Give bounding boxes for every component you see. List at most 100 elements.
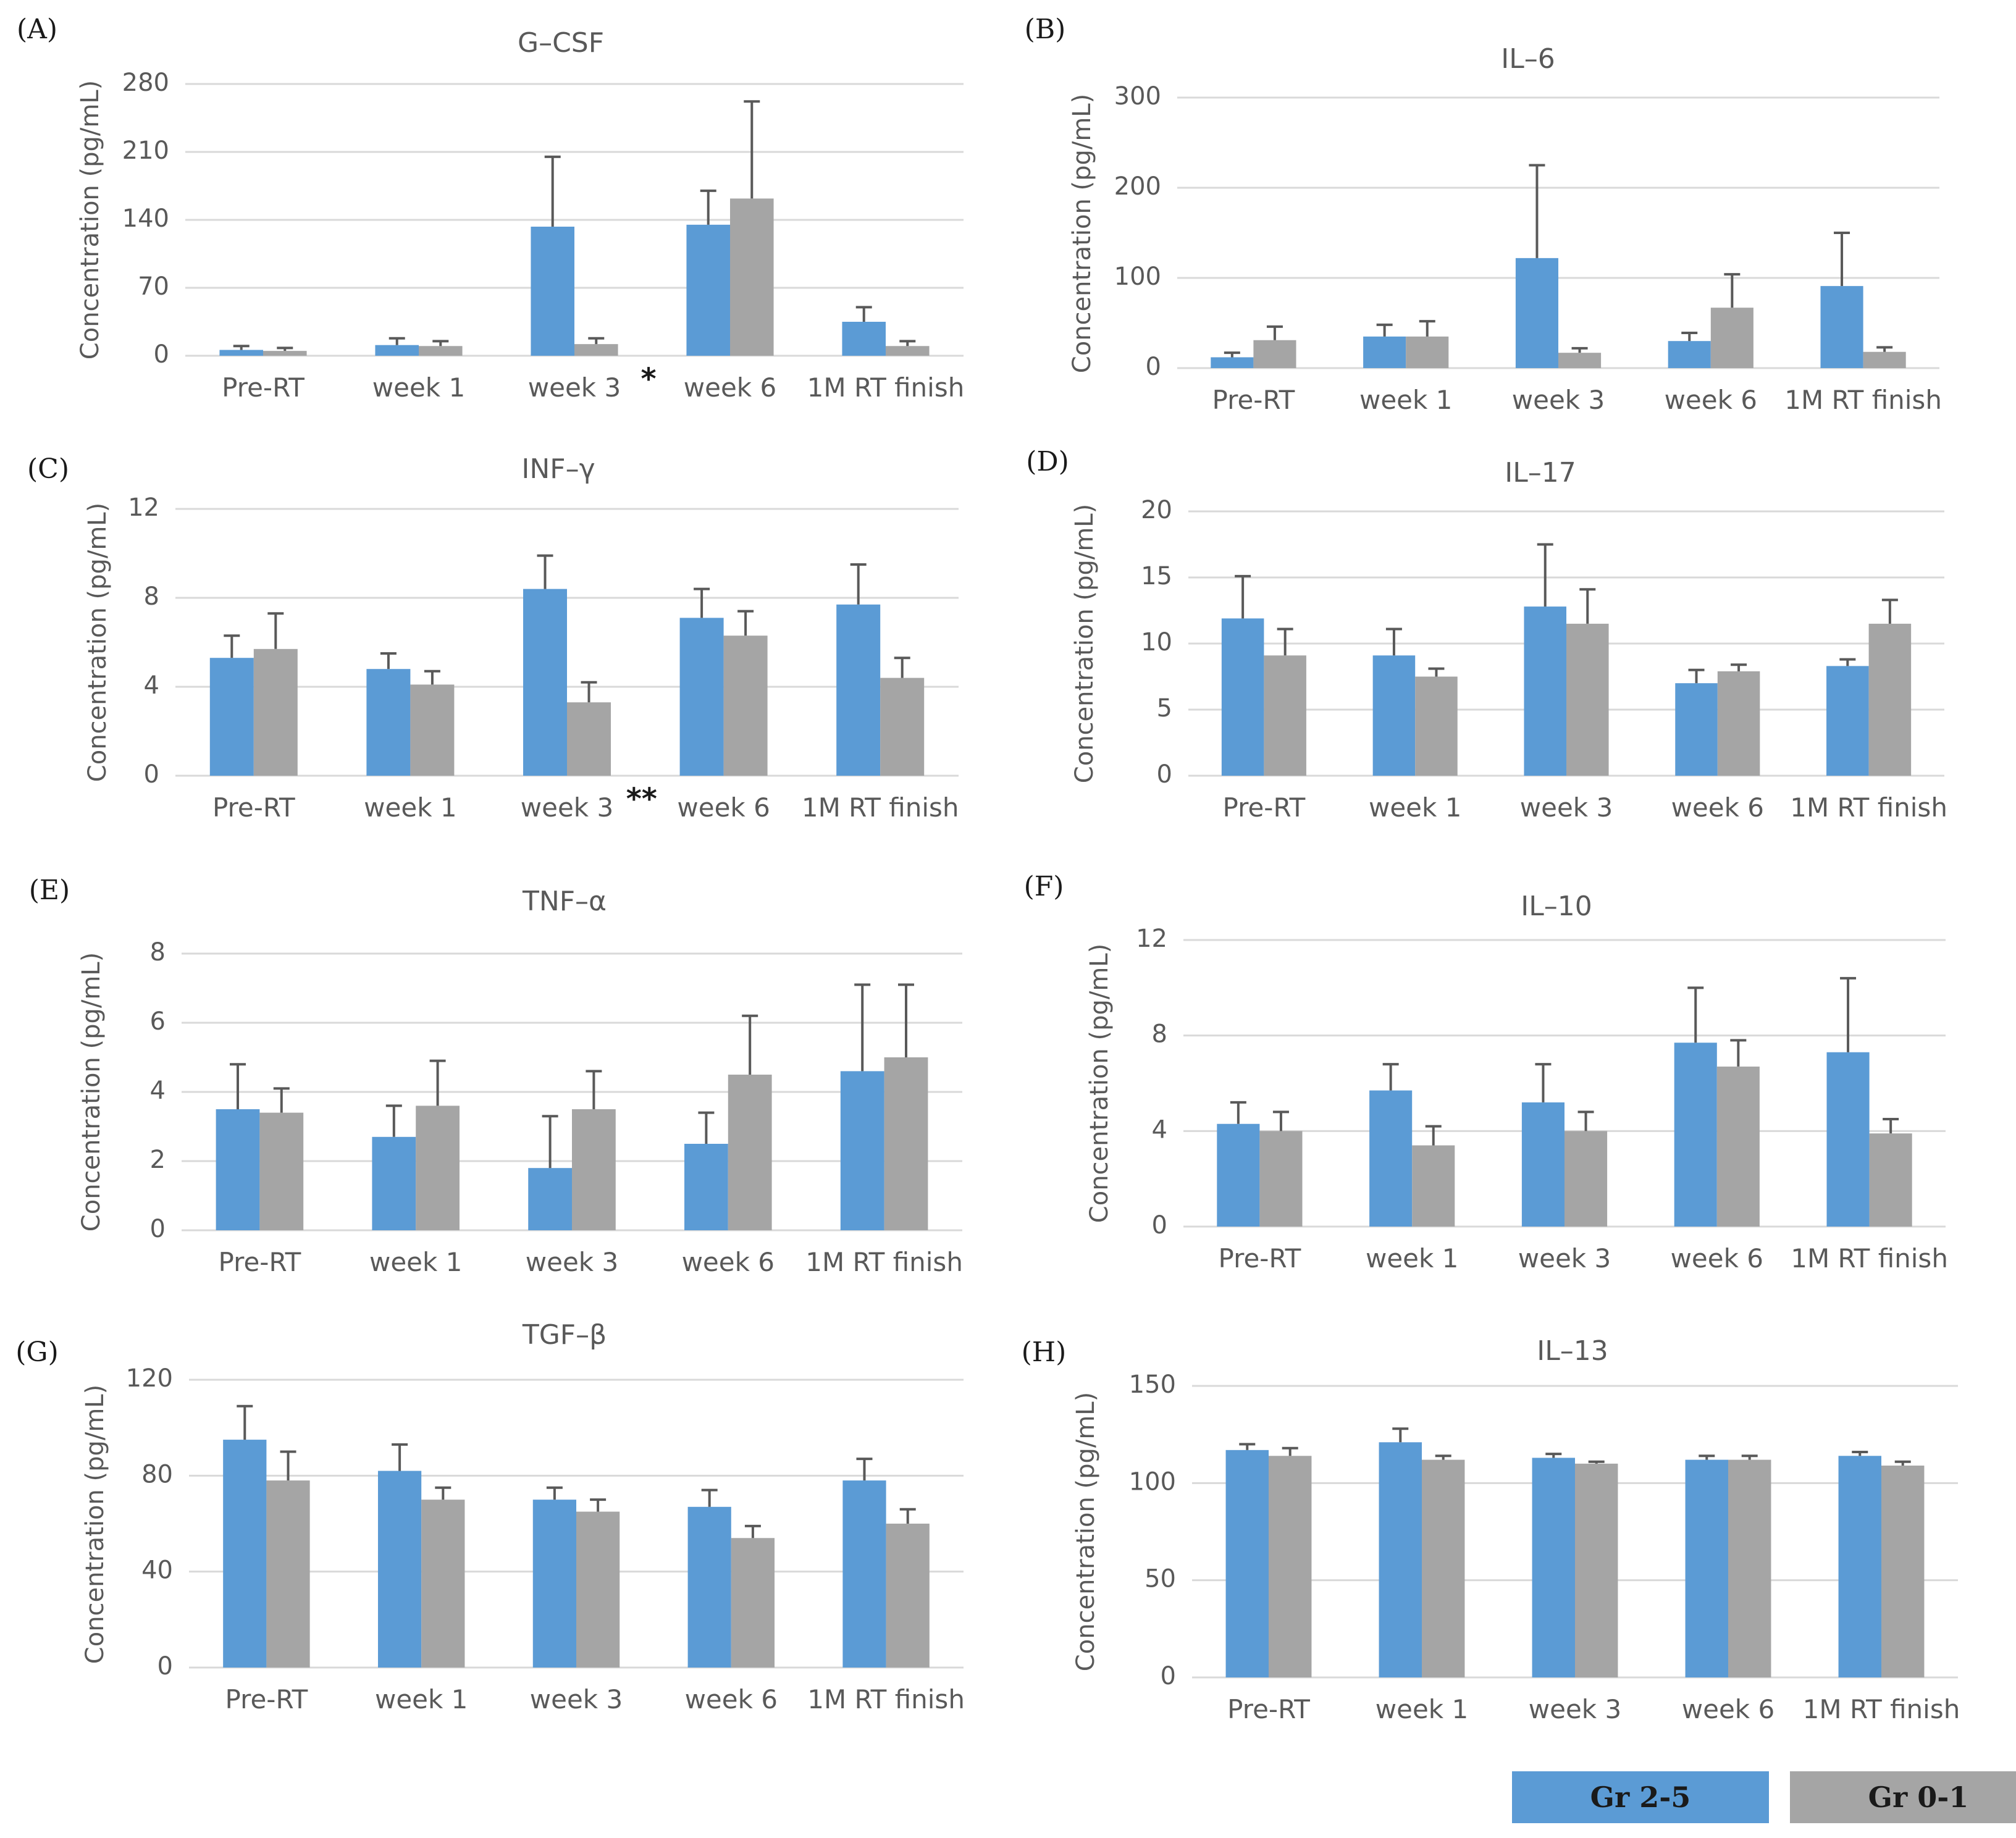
bar-gr-2-5 <box>1379 1442 1422 1677</box>
chart-title: TNF–α <box>522 886 607 917</box>
y-tick-label: 40 <box>141 1556 173 1585</box>
chart-panel-4: (E) TNF–α Concentration (pg/mL) 0 2 4 6 8 Pre-RT… <box>29 875 963 1277</box>
bar-gr-0-1 <box>723 636 768 776</box>
bar-gr-2-5 <box>531 227 574 356</box>
bar-gr-0-1 <box>730 198 774 356</box>
x-tick-label: week 1 <box>1376 1694 1468 1724</box>
bar-gr-0-1 <box>253 648 298 776</box>
chart-panel-6: (G) TGF–β Concentration (pg/mL) 0 40 80 120 Pre… <box>15 1319 965 1714</box>
bar-gr-0-1 <box>1264 655 1306 776</box>
y-tick-label: 0 <box>150 1215 166 1243</box>
panel-label: (C) <box>27 453 69 485</box>
y-tick-label: 120 <box>126 1364 173 1393</box>
x-tick-label: week 6 <box>1671 792 1764 823</box>
x-tick-label: week 1 <box>364 792 456 823</box>
bar-gr-0-1 <box>1868 623 1912 776</box>
bar-gr-2-5 <box>679 618 724 776</box>
x-tick-label: Pre-RT <box>1212 385 1295 415</box>
bar-gr-2-5 <box>1838 1456 1881 1677</box>
y-axis-label: Concentration (pg/mL) <box>1085 944 1114 1223</box>
y-tick-label: 0 <box>154 340 169 369</box>
bar-gr-0-1 <box>886 1524 930 1668</box>
bar-gr-0-1 <box>1422 1459 1465 1677</box>
x-tick-label: week 3 <box>530 1684 623 1714</box>
y-axis-label: Concentration (pg/mL) <box>77 952 106 1232</box>
panel-label: (A) <box>17 14 57 45</box>
panel-label: (G) <box>15 1337 58 1368</box>
x-tick-label: 1M RT finish <box>807 372 965 403</box>
x-tick-label: Pre-RT <box>212 792 295 823</box>
bar-gr-0-1 <box>1575 1463 1618 1677</box>
chart-title: IL–6 <box>1501 43 1555 75</box>
y-tick-label: 0 <box>1157 760 1172 789</box>
x-tick-label: week 1 <box>1366 1243 1458 1274</box>
bar-gr-2-5 <box>684 1144 728 1230</box>
chart-panel-7: (H) IL–13 Concentration (pg/mL) 0 50 100 150 Pr… <box>1022 1335 1960 1724</box>
bar-gr-0-1 <box>259 1112 304 1230</box>
bar-gr-2-5 <box>1369 1090 1413 1227</box>
x-tick-label: week 1 <box>375 1684 468 1714</box>
x-tick-label: week 3 <box>526 1247 618 1277</box>
bar-gr-0-1 <box>576 1511 620 1668</box>
bar-gr-2-5 <box>1211 357 1254 368</box>
bar-gr-0-1 <box>416 1106 460 1230</box>
y-tick-label: 4 <box>1152 1115 1167 1144</box>
bar-gr-2-5 <box>1532 1458 1575 1677</box>
bar-gr-0-1 <box>1269 1456 1312 1677</box>
x-tick-label: week 6 <box>682 1247 775 1277</box>
bar-gr-2-5 <box>1668 341 1711 368</box>
bar-gr-2-5 <box>1372 655 1416 776</box>
bar-gr-2-5 <box>842 1480 886 1668</box>
y-axis-label: Concentration (pg/mL) <box>83 503 112 782</box>
bar-gr-0-1 <box>572 1109 616 1230</box>
bar-gr-0-1 <box>421 1500 465 1668</box>
y-tick-label: 210 <box>122 136 169 165</box>
bar-gr-2-5 <box>687 1506 731 1668</box>
bar-gr-2-5 <box>1826 1052 1870 1227</box>
y-tick-label: 8 <box>1152 1020 1167 1049</box>
bar-gr-0-1 <box>1558 353 1602 368</box>
bar-gr-0-1 <box>1863 351 1906 368</box>
legend-item-gr-2-5: Gr 2-5 <box>1512 1771 1769 1823</box>
bar-gr-0-1 <box>263 351 307 356</box>
y-tick-label: 0 <box>158 1652 173 1681</box>
bar-gr-2-5 <box>375 345 419 356</box>
bar-gr-0-1 <box>410 684 455 776</box>
bar-gr-2-5 <box>372 1136 416 1230</box>
x-tick-label: week 6 <box>1665 385 1757 415</box>
x-tick-label: week 3 <box>1520 792 1613 823</box>
chart-title: G–CSF <box>518 27 604 59</box>
bar-gr-0-1 <box>1259 1131 1303 1227</box>
bar-gr-2-5 <box>216 1109 260 1230</box>
bar-gr-2-5 <box>686 224 730 356</box>
bar-gr-2-5 <box>366 669 411 776</box>
bar-gr-0-1 <box>1415 676 1458 776</box>
bar-gr-2-5 <box>1363 336 1406 368</box>
significance-marker: * <box>640 362 656 397</box>
x-tick-label: week 3 <box>1518 1243 1611 1274</box>
x-tick-label: 1M RT finish <box>1784 385 1942 415</box>
bar-gr-0-1 <box>880 678 925 776</box>
bar-gr-2-5 <box>836 604 881 776</box>
bar-gr-2-5 <box>1221 618 1264 776</box>
y-tick-label: 100 <box>1129 1467 1176 1496</box>
x-tick-label: 1M RT finish <box>1803 1694 1960 1724</box>
y-tick-label: 0 <box>144 760 159 789</box>
legend-item-gr-0-1: Gr 0-1 <box>1790 1771 2016 1823</box>
y-tick-label: 50 <box>1144 1565 1176 1593</box>
bar-gr-2-5 <box>1217 1123 1260 1227</box>
bar-gr-2-5 <box>1524 606 1566 776</box>
bar-gr-2-5 <box>1521 1102 1564 1227</box>
bar-gr-0-1 <box>1717 671 1760 776</box>
significance-marker: ** <box>626 782 657 816</box>
bar-gr-0-1 <box>1412 1145 1455 1227</box>
bar-gr-2-5 <box>528 1168 572 1230</box>
panel-label: (B) <box>1025 14 1066 45</box>
bar-gr-0-1 <box>1564 1131 1608 1227</box>
bar-gr-2-5 <box>842 322 886 356</box>
x-tick-label: week 6 <box>685 1684 778 1714</box>
x-tick-label: 1M RT finish <box>807 1684 965 1714</box>
x-tick-label: 1M RT finish <box>802 792 959 823</box>
y-axis-label: Concentration (pg/mL) <box>81 1385 109 1664</box>
y-axis-label: Concentration (pg/mL) <box>1068 94 1096 373</box>
